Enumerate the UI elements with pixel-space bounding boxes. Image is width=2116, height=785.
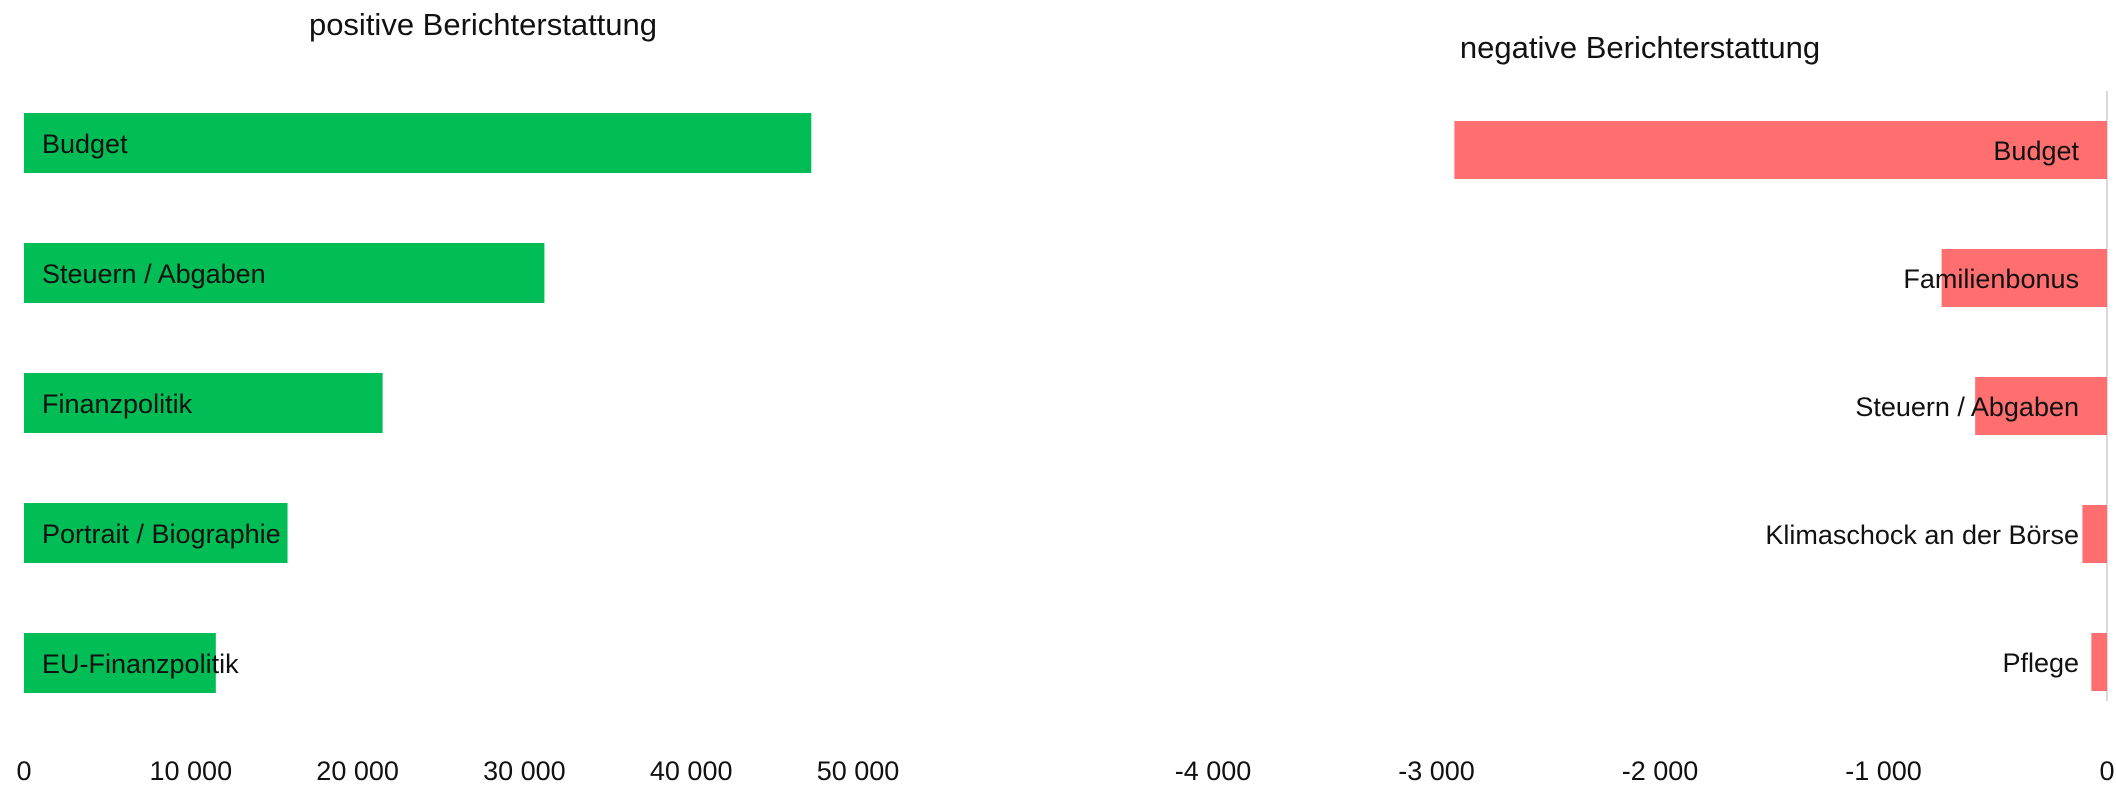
bar <box>2082 505 2107 563</box>
category-label: Klimaschock an der Börse <box>1765 520 2079 550</box>
category-label: EU-Finanzpolitik <box>42 649 239 679</box>
x-tick-label: 40 000 <box>650 756 733 785</box>
x-tick-label: 30 000 <box>483 756 566 785</box>
category-label: Steuern / Abgaben <box>42 259 266 289</box>
x-tick-label: 50 000 <box>817 756 900 785</box>
bar <box>1941 249 2107 307</box>
positive-chart: Budget Steuern / Abgaben Finanzpolitik Port… <box>16 113 899 785</box>
x-tick-label: 0 <box>2099 756 2114 785</box>
bar <box>1975 377 2107 435</box>
category-label: Budget <box>1993 136 2079 166</box>
category-label: Portrait / Biographie <box>42 519 281 549</box>
category-label: Budget <box>42 129 128 159</box>
bar <box>24 503 288 563</box>
negative-chart: Budget Familienbonus Steuern / Abgaben Klim… <box>1175 91 2115 785</box>
x-tick-label: -3 000 <box>1398 756 1475 785</box>
chart-title-positive: positive Berichterstattung <box>309 7 657 42</box>
bar <box>1454 121 2107 179</box>
x-tick-label: 0 <box>16 756 31 785</box>
bar <box>24 373 383 433</box>
bar <box>24 113 812 173</box>
category-label: Pflege <box>2002 648 2079 678</box>
x-tick-label: -1 000 <box>1845 756 1922 785</box>
category-label: Familienbonus <box>1903 264 2079 294</box>
x-tick-label: -2 000 <box>1622 756 1699 785</box>
x-tick-label: 10 000 <box>150 756 233 785</box>
category-label: Finanzpolitik <box>42 389 193 419</box>
bar <box>24 243 545 303</box>
category-label: Steuern / Abgaben <box>1855 392 2079 422</box>
x-tick-label: 20 000 <box>316 756 399 785</box>
chart-title-negative: negative Berichterstattung <box>1460 30 1820 65</box>
bar <box>24 633 216 693</box>
bar <box>2091 633 2107 691</box>
x-tick-label: -4 000 <box>1175 756 1252 785</box>
